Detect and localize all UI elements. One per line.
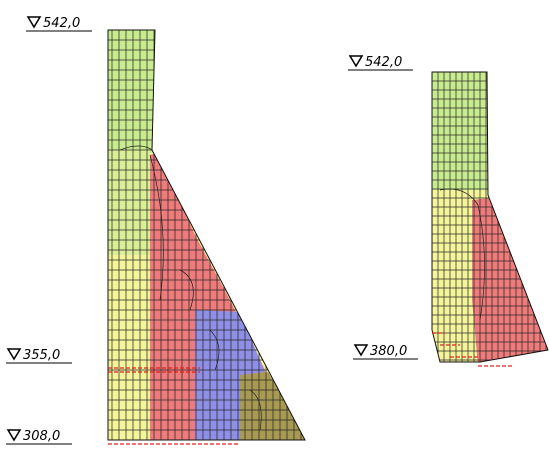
level-label: 542,0 — [43, 16, 80, 31]
level-marker: 542,0 — [348, 55, 413, 70]
level-label: 542,0 — [365, 55, 402, 70]
level-marker: 542,0 — [26, 16, 92, 31]
diagram: 542,0 355,0 308,0 542,0 380,0 — [0, 0, 549, 450]
level-marker: 380,0 — [353, 344, 418, 359]
level-marker: 308,0 — [6, 429, 72, 444]
level-marker: 355,0 — [6, 348, 72, 363]
page: 542,0 355,0 308,0 542,0 380,0 (() => { c… — [0, 0, 549, 450]
level-label: 380,0 — [370, 344, 407, 359]
left-dam-mesh — [100, 25, 310, 445]
level-label: 355,0 — [23, 348, 60, 363]
level-label: 308,0 — [23, 429, 60, 444]
